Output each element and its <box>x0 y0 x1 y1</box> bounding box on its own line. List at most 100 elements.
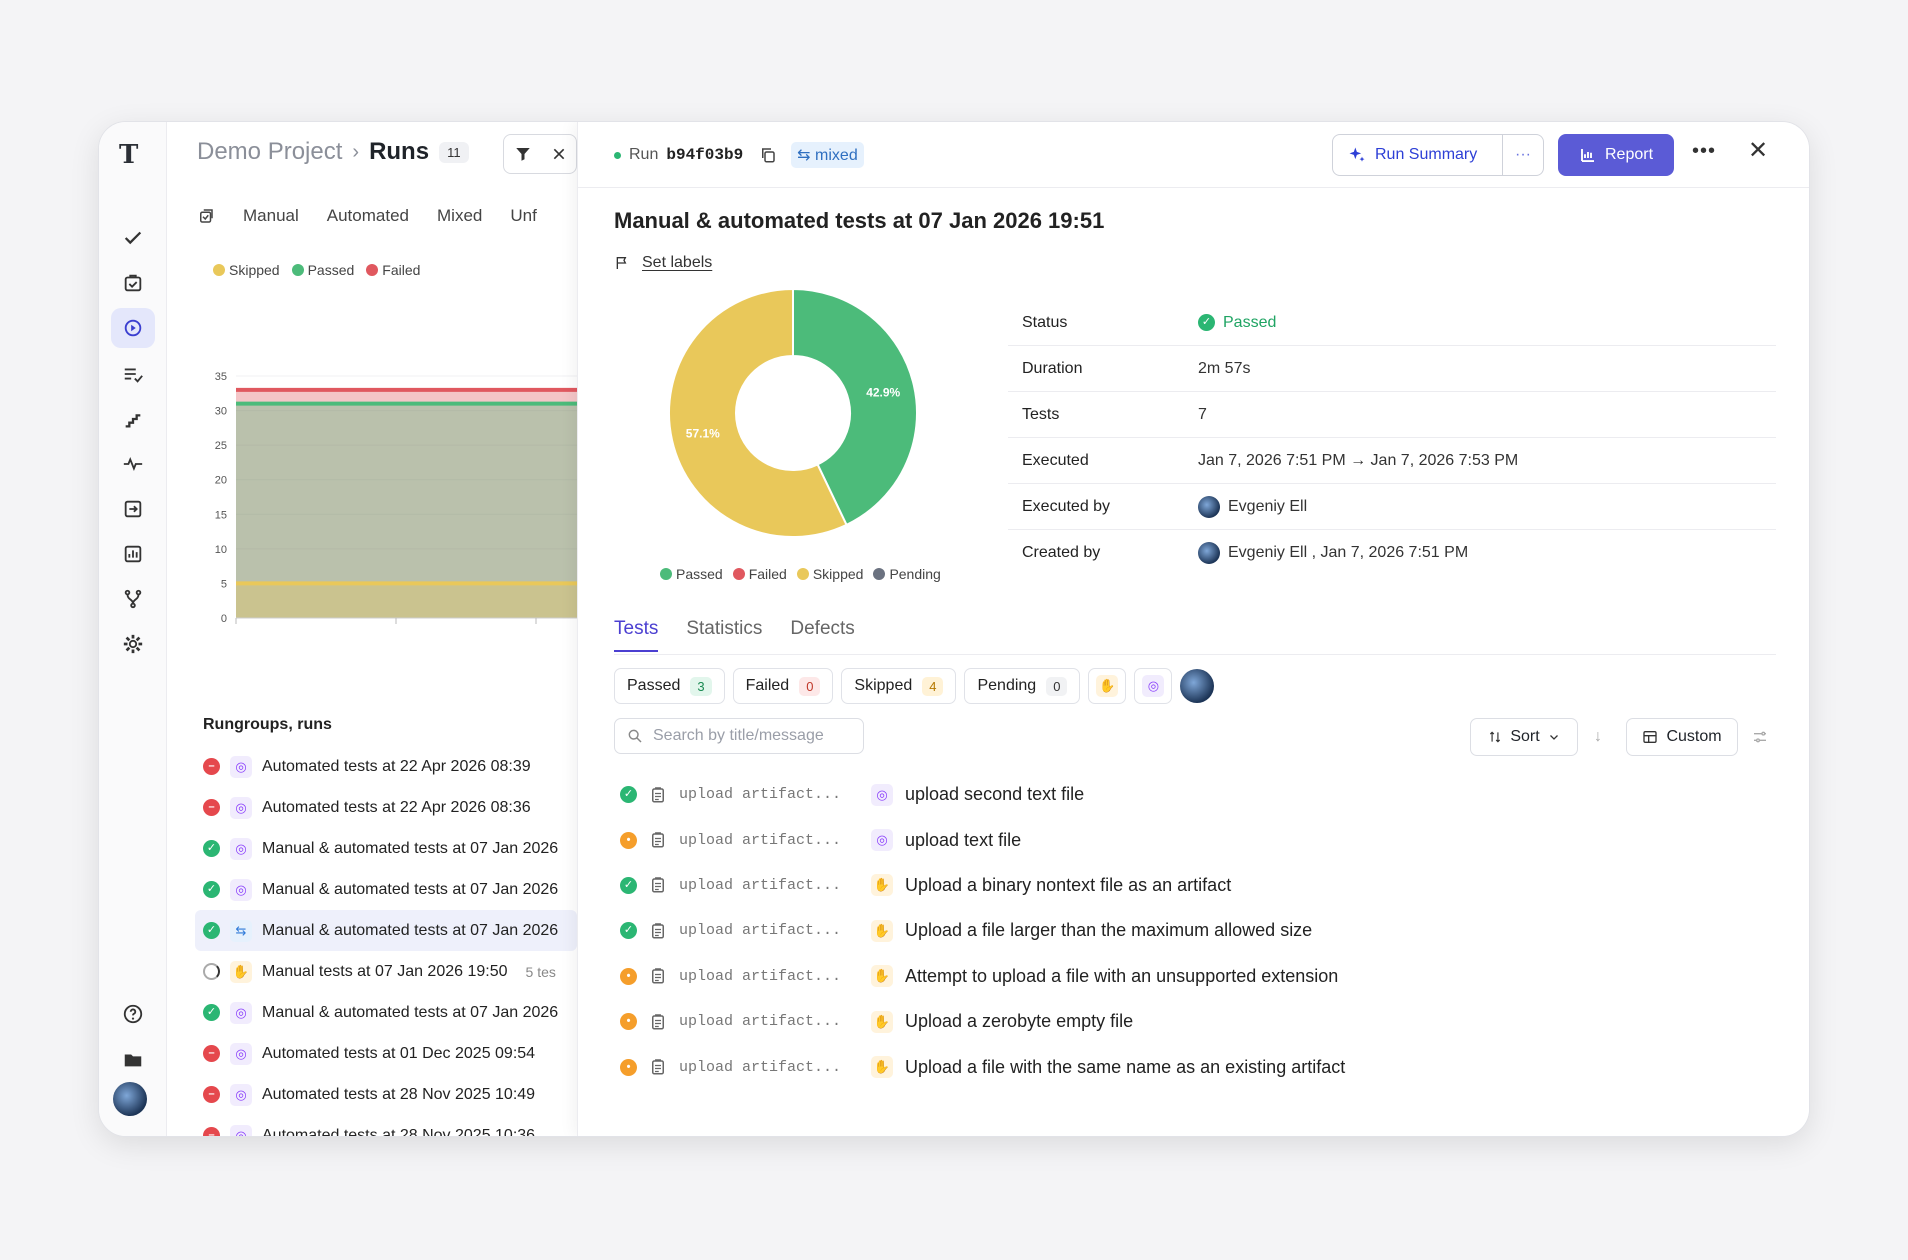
steps-nav-icon[interactable] <box>111 399 155 439</box>
run-row[interactable]: ✓ ⇆ Manual & automated tests at 07 Jan 202… <box>195 910 577 951</box>
sort-button[interactable]: Sort <box>1470 718 1578 756</box>
test-row[interactable]: • upload artifact... ✋ Attempt to upload a … <box>614 954 1774 999</box>
search-input[interactable] <box>653 727 843 745</box>
plans-nav-icon[interactable] <box>111 263 155 303</box>
automated-filter-chip[interactable]: ◎ <box>1134 668 1173 704</box>
chip-label: Skipped <box>854 677 913 694</box>
tests-nav-icon[interactable] <box>111 218 155 258</box>
test-row[interactable]: ✓ upload artifact... ◎ upload second text f… <box>614 772 1774 817</box>
run-row[interactable]: – ◎ Automated tests at 28 Nov 2025 10:36 <box>195 1115 577 1136</box>
run-title: Automated tests at 22 Apr 2026 08:36 <box>262 798 531 816</box>
page-title: Runs <box>369 138 430 165</box>
run-row[interactable]: – ◎ Automated tests at 01 Dec 2025 09:54 <box>195 1033 577 1074</box>
chip-skipped[interactable]: Skipped 4 <box>841 668 957 704</box>
test-row[interactable]: ✓ upload artifact... ✋ Upload a file larger… <box>614 908 1774 953</box>
close-detail-icon[interactable]: ✕ <box>1748 137 1769 164</box>
status-fail-icon: – <box>203 1086 220 1103</box>
gear-icon[interactable] <box>111 624 155 664</box>
select-all-icon[interactable] <box>197 207 215 225</box>
run-row[interactable]: – ◎ Automated tests at 28 Nov 2025 10:49 <box>195 1074 577 1115</box>
status-pend-icon <box>203 963 220 980</box>
tab-statistics[interactable]: Statistics <box>686 618 763 639</box>
test-suite: upload artifact... <box>679 967 842 985</box>
property-value-text: 7 <box>1198 405 1207 423</box>
help-icon[interactable] <box>111 994 155 1034</box>
property-value-text: Passed <box>1223 313 1277 331</box>
donut-legend-item[interactable]: Failed <box>732 566 787 582</box>
run-summary-button[interactable]: Run Summary <box>1333 135 1503 175</box>
test-row[interactable]: ✓ upload artifact... ✋ Upload a binary nont… <box>614 863 1774 908</box>
donut-legend-item[interactable]: Pending <box>873 566 941 582</box>
set-labels-link[interactable]: Set labels <box>614 254 712 272</box>
pulse-nav-icon[interactable] <box>111 444 155 484</box>
run-row[interactable]: – ◎ Automated tests at 22 Apr 2026 08:36 <box>195 787 577 828</box>
branch-nav-icon[interactable] <box>111 579 155 619</box>
run-row[interactable]: ✓ ◎ Manual & automated tests at 07 Jan 202… <box>195 992 577 1033</box>
runs-nav-icon[interactable] <box>111 308 155 348</box>
checklist-nav-icon[interactable] <box>111 354 155 394</box>
breadcrumb-project[interactable]: Demo Project <box>197 138 343 165</box>
analytics-nav-icon[interactable] <box>111 534 155 574</box>
clipboard-icon <box>652 1059 664 1075</box>
slice-label: 57.1% <box>686 426 720 440</box>
run-title: Manual & automated tests at 07 Jan 2026 <box>262 839 559 857</box>
run-row[interactable]: ✓ ◎ Manual & automated tests at 07 Jan 202… <box>195 828 577 869</box>
report-button[interactable]: Report <box>1558 134 1674 176</box>
legend-label: Pending <box>889 566 941 582</box>
import-nav-icon[interactable] <box>111 489 155 529</box>
property-key: Duration <box>1022 359 1083 377</box>
donut-legend-item[interactable]: Passed <box>660 566 723 582</box>
legend-swatch <box>732 568 745 580</box>
tab-mixed[interactable]: Mixed <box>437 206 483 225</box>
copy-icon[interactable] <box>759 146 777 164</box>
run-row[interactable]: – ◎ Automated tests at 22 Apr 2026 08:39 <box>195 746 577 787</box>
assignee-filter-avatar[interactable] <box>1180 669 1215 703</box>
clipboard-icon <box>652 877 664 893</box>
property-value-text[interactable]: Evgeniy Ell , Jan 7, 2026 7:51 PM <box>1228 544 1469 561</box>
manual-filter-chip[interactable]: ✋ <box>1088 668 1127 704</box>
user-avatar[interactable] <box>113 1082 147 1116</box>
status-pass-icon: ✓ <box>203 922 220 939</box>
slice-skipped[interactable] <box>668 288 848 538</box>
run-row[interactable]: ✋ Manual tests at 07 Jan 2026 19:50 5 tes <box>195 951 577 992</box>
legend-item[interactable]: Failed <box>366 262 420 278</box>
test-suite: upload artifact... <box>679 876 842 894</box>
summary-more-button[interactable]: ··· <box>1515 146 1531 163</box>
app-logo[interactable]: T <box>119 140 139 170</box>
chip-count: 4 <box>922 676 944 696</box>
chip-pending[interactable]: Pending 0 <box>964 668 1081 704</box>
tab-defects[interactable]: Defects <box>790 618 855 639</box>
tab-manual[interactable]: Manual <box>243 206 299 225</box>
legend-item[interactable]: Passed <box>291 262 354 278</box>
slice-passed[interactable] <box>792 288 918 527</box>
tab-automated[interactable]: Automated <box>326 206 409 225</box>
settings-sliders-icon[interactable] <box>1744 718 1776 756</box>
automated-icon: ◎ <box>1142 675 1165 697</box>
property-key: Status <box>1022 313 1068 331</box>
legend-label: Passed <box>676 566 723 582</box>
run-title: Automated tests at 28 Nov 2025 10:49 <box>262 1085 536 1103</box>
tab-tests[interactable]: Tests <box>614 618 659 652</box>
test-row[interactable]: • upload artifact... ✋ Upload a file with t… <box>614 1044 1774 1089</box>
test-row[interactable]: • upload artifact... ◎ upload text file <box>614 817 1774 862</box>
user-avatar <box>1198 495 1220 518</box>
more-options-icon[interactable]: ••• <box>1692 140 1717 162</box>
close-icon[interactable] <box>551 146 567 162</box>
chip-passed[interactable]: Passed 3 <box>614 668 725 704</box>
property-value-text[interactable]: Evgeniy Ell <box>1228 497 1308 515</box>
test-row[interactable]: • upload artifact... ✋ Upload a zerobyte em… <box>614 999 1774 1044</box>
donut-legend-item[interactable]: Skipped <box>796 566 863 582</box>
legend-item[interactable]: Skipped <box>213 262 280 278</box>
run-row[interactable]: ✓ ◎ Manual & automated tests at 07 Jan 202… <box>195 869 577 910</box>
sort-direction-icon[interactable]: ↓ <box>1594 728 1602 745</box>
run-kind-label: mixed <box>815 147 858 164</box>
chip-failed[interactable]: Failed 0 <box>732 668 834 704</box>
legend-swatch <box>873 568 886 580</box>
slice-label: 42.9% <box>866 386 900 400</box>
area-failed <box>236 389 577 618</box>
projects-icon[interactable] <box>111 1040 155 1080</box>
custom-view-button[interactable]: Custom <box>1626 718 1738 756</box>
tab-unfinished[interactable]: Unf <box>510 206 537 225</box>
filter-icon[interactable] <box>514 145 532 163</box>
search-box <box>614 718 864 754</box>
